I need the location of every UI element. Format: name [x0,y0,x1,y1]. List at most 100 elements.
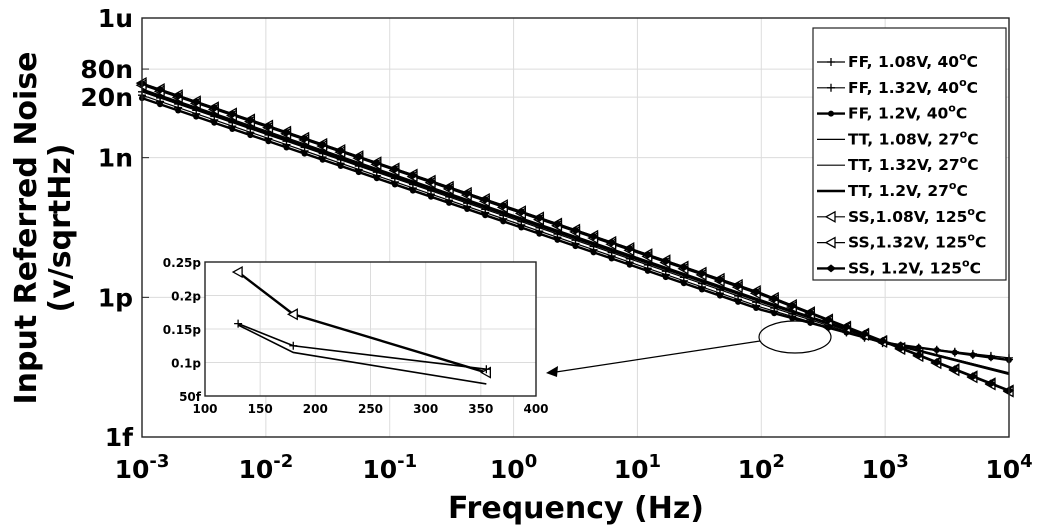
diamond-marker [895,344,906,353]
dot-marker [717,292,723,299]
diamond-marker [281,128,292,137]
diamond-marker [155,85,166,94]
inset-y-tick-label: 0.2p [171,290,201,304]
legend-label: FF, 1.08V, 40oC [848,50,978,71]
legend-entry: SS,1.32V, 125oC [817,231,986,252]
legend: FF, 1.08V, 40oC FF, 1.32V, 40oC FF, 1.2V, … [812,27,1007,281]
dot-marker [373,175,380,182]
diamond-marker [877,336,888,345]
x-tick-label: 104 [985,451,1032,484]
diamond-marker [696,269,707,278]
diamond-marker [462,189,473,198]
diamond-marker [823,315,834,324]
legend-entry: SS, 1.2V, 125oC [817,256,981,277]
legend-label: SS, 1.2V, 125oC [848,256,981,277]
inset-series-path [237,324,487,385]
diamond-marker [299,134,310,143]
dot-marker [626,261,633,268]
x-tick-label: 10-1 [362,451,417,484]
legend-label: TT, 1.08V, 27oC [848,127,979,148]
dot-marker [933,347,940,354]
diamond-marker [733,281,744,290]
triangle-marker [286,308,298,321]
plus-marker [289,341,298,350]
diamond-marker [841,322,852,331]
legend-entry: TT, 1.2V, 27oC [817,179,968,200]
diamond-marker [826,264,836,273]
dot-marker [518,224,525,231]
inset-x-tick-label: 350 [468,402,493,416]
diamond-marker [913,351,924,360]
diamond-marker [498,201,509,210]
diamond-marker [534,214,545,223]
dot-marker [319,156,326,163]
dot-marker [662,274,669,281]
diamond-marker [859,329,870,338]
y-tick-label: 20n [80,83,133,112]
y-tick-label: 1n [98,144,133,173]
legend-box [812,27,1007,281]
diamond-marker [642,250,653,259]
dot-marker [987,354,994,361]
legend-label: TT, 1.2V, 27oC [848,179,968,200]
legend-entry: SS,1.08V, 125oC [817,205,986,226]
x-tick-label: 10-3 [115,451,170,484]
legend-entry: TT, 1.32V, 27oC [817,153,979,174]
dot-marker [644,267,651,274]
diamond-marker [444,183,455,192]
dot-marker [283,144,290,151]
x-axis-title: Frequency (Hz) [448,491,704,526]
x-tick-label: 100 [490,451,537,484]
plus-marker [482,365,491,374]
dot-marker [229,125,236,132]
diamond-marker [263,122,274,131]
legend-label: SS,1.08V, 125oC [848,205,986,226]
inset-series-line [234,319,491,374]
inset-series-group [231,265,491,385]
inset-plot-frame [204,261,537,397]
diamond-marker [209,104,220,113]
dot-marker [355,169,362,176]
x-tick-label: 10-2 [238,451,293,484]
main-plot-frame [141,17,1010,438]
dot-marker [969,352,976,359]
dot-marker [464,206,471,213]
inset-y-tick-label: 0.25p [163,256,202,270]
dot-marker [409,187,416,194]
diamond-marker [570,226,581,235]
dot-marker [735,298,742,305]
diamond-marker [516,207,527,216]
diamond-marker [227,110,238,119]
diamond-marker [480,195,491,204]
diamond-marker [353,152,364,161]
zoom-region-ellipse [758,320,832,354]
y-axis-title-line1: Input Referred Noise [9,51,44,404]
inset-series-line [231,265,491,379]
y-axis-title-line2: (v/sqrtHz) [43,144,78,313]
y-tick-label: 80n [80,55,133,84]
diamond-marker [371,158,382,167]
dot-marker [428,193,434,200]
dot-marker [175,107,182,114]
legend-entry: FF, 1.08V, 40oC [817,50,978,71]
inset-y-tick-label: 0.15p [163,323,202,337]
dot-marker [247,132,254,139]
legend-label: SS,1.32V, 125oC [848,231,986,252]
y-tick-label: 1f [105,423,134,452]
y-tick-label: 1p [98,283,133,312]
dot-marker [554,236,561,243]
diamond-marker [985,379,996,388]
diamond-marker [606,238,617,247]
dot-marker [211,119,218,126]
diamond-marker [426,177,436,186]
dot-marker [951,349,958,356]
diamond-marker [949,365,960,374]
legend-label: FF, 1.2V, 40oC [848,102,967,123]
diamond-marker [931,358,942,367]
inset-x-tick-label: 200 [303,402,328,416]
dot-marker [157,101,164,108]
inset-y-tick-label: 50f [179,390,202,404]
diamond-marker [787,301,798,310]
